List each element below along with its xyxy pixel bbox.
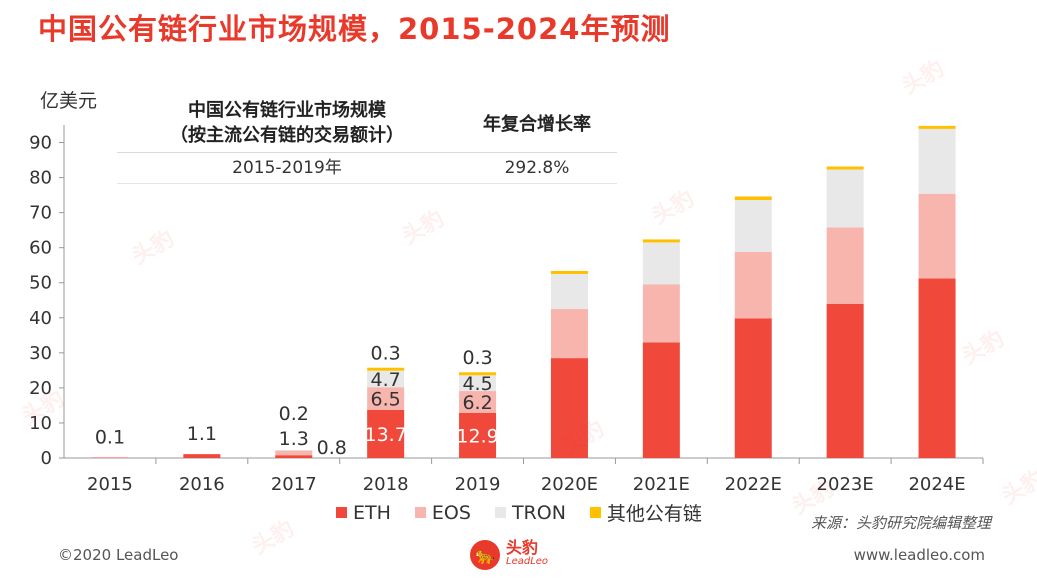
data-label-ETH-2016: 1.1	[187, 423, 217, 445]
legend-swatch	[589, 507, 601, 518]
legend-label: TRON	[511, 501, 566, 524]
data-label-其他公有链-2018: 0.3	[371, 343, 401, 365]
cagr-table: 中国公有链行业市场规模 （按主流公有链的交易额计） 年复合增长率 2015-20…	[117, 98, 617, 184]
logo-text-en: LeadLeo	[506, 556, 549, 567]
legend-label: EOS	[431, 501, 471, 524]
data-label-ETH-2015: 0.1	[95, 427, 125, 449]
y-tick-label: 80	[29, 168, 52, 189]
bar-segment-ETH-2019	[459, 412, 497, 458]
bar-segment-TRON-2019	[459, 375, 497, 392]
data-label-TRON-2018: 4.7	[371, 369, 401, 391]
page-title: 中国公有链行业市场规模，2015-2024年预测	[38, 12, 671, 46]
x-tick-label: 2018	[363, 474, 409, 495]
data-label-ETH-2019: 12.9	[456, 425, 498, 447]
source-note: 来源：头豹研究院编辑整理	[810, 514, 991, 532]
bar-segment-ETH-2024E	[918, 278, 956, 458]
cagr-table-header: 中国公有链行业市场规模 （按主流公有链的交易额计） 年复合增长率	[117, 98, 617, 153]
bar-segment-EOS-2023E	[826, 227, 864, 304]
bar-segment-EOS-2018	[367, 387, 405, 410]
bar-segment-其他公有链-2023E	[826, 166, 864, 170]
bar-segment-ETH-2022E	[734, 318, 772, 458]
bar-segment-ETH-2016	[183, 454, 221, 458]
y-tick-label: 30	[29, 343, 52, 364]
bar-segment-其他公有链-2019	[459, 372, 497, 376]
bar-segment-ETH-2023E	[826, 303, 864, 458]
bar-segment-TRON-2018	[367, 370, 405, 388]
bar-segment-TRON-2021E	[642, 242, 680, 285]
y-axis-unit-label: 亿美元	[40, 90, 98, 112]
legend-label: 其他公有链	[606, 503, 702, 525]
x-tick-label: 2015	[87, 474, 133, 495]
legend-label: ETH	[353, 501, 391, 524]
cagr-table-row: 2015-2019年 292.8%	[117, 153, 617, 184]
x-tick-label: 2017	[271, 474, 317, 495]
x-tick-label: 2021E	[633, 474, 690, 495]
data-label-ETH-2017: 0.8	[317, 437, 347, 459]
x-tick-label: 2019	[455, 474, 501, 495]
y-tick-label: 10	[29, 413, 52, 434]
data-label-EOS-2018: 6.5	[371, 389, 401, 411]
cagr-header-rate: 年复合增长率	[483, 114, 591, 135]
bar-segment-其他公有链-2018	[367, 367, 405, 371]
bar-segment-EOS-2022E	[734, 251, 772, 319]
bar-segment-其他公有链-2020E	[550, 270, 588, 274]
bar-segment-ETH-2020E	[550, 358, 588, 458]
bar-segment-ETH-2015	[91, 457, 129, 458]
logo-text-cn: 头豹	[506, 538, 539, 557]
x-tick-label: 2020E	[541, 474, 598, 495]
bar-segment-EOS-2017	[275, 450, 313, 456]
bar-segment-EOS-2019	[459, 391, 497, 413]
data-label-TRON-2019: 4.5	[462, 373, 492, 395]
leadleo-logo: 🐆 头豹 LeadLeo	[470, 540, 548, 570]
legend-swatch	[494, 507, 506, 518]
x-tick-label: 2022E	[725, 474, 782, 495]
data-label-EOS-2019: 6.2	[462, 392, 492, 414]
bar-segment-其他公有链-2022E	[734, 196, 772, 201]
legend-item-TRON: TRON	[494, 499, 566, 526]
bar-segment-TRON-2024E	[918, 128, 956, 194]
x-tick-label: 2016	[179, 474, 225, 495]
bar-segment-ETH-2017	[275, 455, 313, 458]
bar-segment-TRON-2017	[275, 449, 313, 451]
chart-legend: ETH EOS TRON 其他公有链	[336, 499, 702, 526]
bar-segment-ETH-2021E	[642, 342, 680, 458]
bar-segment-EOS-2024E	[918, 193, 956, 279]
legend-swatch	[414, 507, 426, 518]
cagr-rate: 292.8%	[504, 158, 570, 178]
y-tick-label: 50	[29, 273, 52, 294]
y-tick-label: 0	[41, 448, 52, 469]
legend-item-EOS: EOS	[414, 499, 471, 526]
cagr-header-market-size: 中国公有链行业市场规模 （按主流公有链的交易额计）	[170, 100, 404, 146]
y-tick-label: 60	[29, 238, 52, 259]
bar-segment-EOS-2021E	[642, 284, 680, 343]
cagr-period: 2015-2019年	[232, 158, 342, 178]
x-tick-label: 2024E	[908, 474, 965, 495]
y-tick-label: 70	[29, 203, 52, 224]
bar-segment-TRON-2020E	[550, 273, 588, 310]
y-tick-label: 40	[29, 308, 52, 329]
data-label-TRON-2017: 0.2	[279, 403, 309, 425]
bar-segment-EOS-2020E	[550, 309, 588, 359]
bar-segment-其他公有链-2021E	[642, 239, 680, 243]
leopard-logo-icon: 🐆	[470, 540, 500, 570]
x-tick-label: 2023E	[817, 474, 874, 495]
bar-segment-其他公有链-2024E	[918, 125, 956, 129]
legend-item-ETH: ETH	[336, 499, 391, 526]
y-tick-label: 20	[29, 378, 52, 399]
legend-item-其他公有链: 其他公有链	[589, 499, 702, 526]
bar-segment-ETH-2018	[367, 409, 405, 458]
website-link[interactable]: www.leadleo.com	[853, 546, 985, 564]
data-label-EOS-2017: 1.3	[279, 428, 309, 450]
legend-swatch	[336, 507, 347, 518]
copyright-text: ©2020 LeadLeo	[58, 546, 179, 564]
y-tick-label: 90	[29, 133, 52, 154]
bar-segment-TRON-2022E	[734, 200, 772, 252]
data-label-ETH-2018: 13.7	[364, 424, 406, 446]
data-label-其他公有链-2019: 0.3	[462, 347, 492, 369]
bar-segment-TRON-2023E	[826, 169, 864, 228]
